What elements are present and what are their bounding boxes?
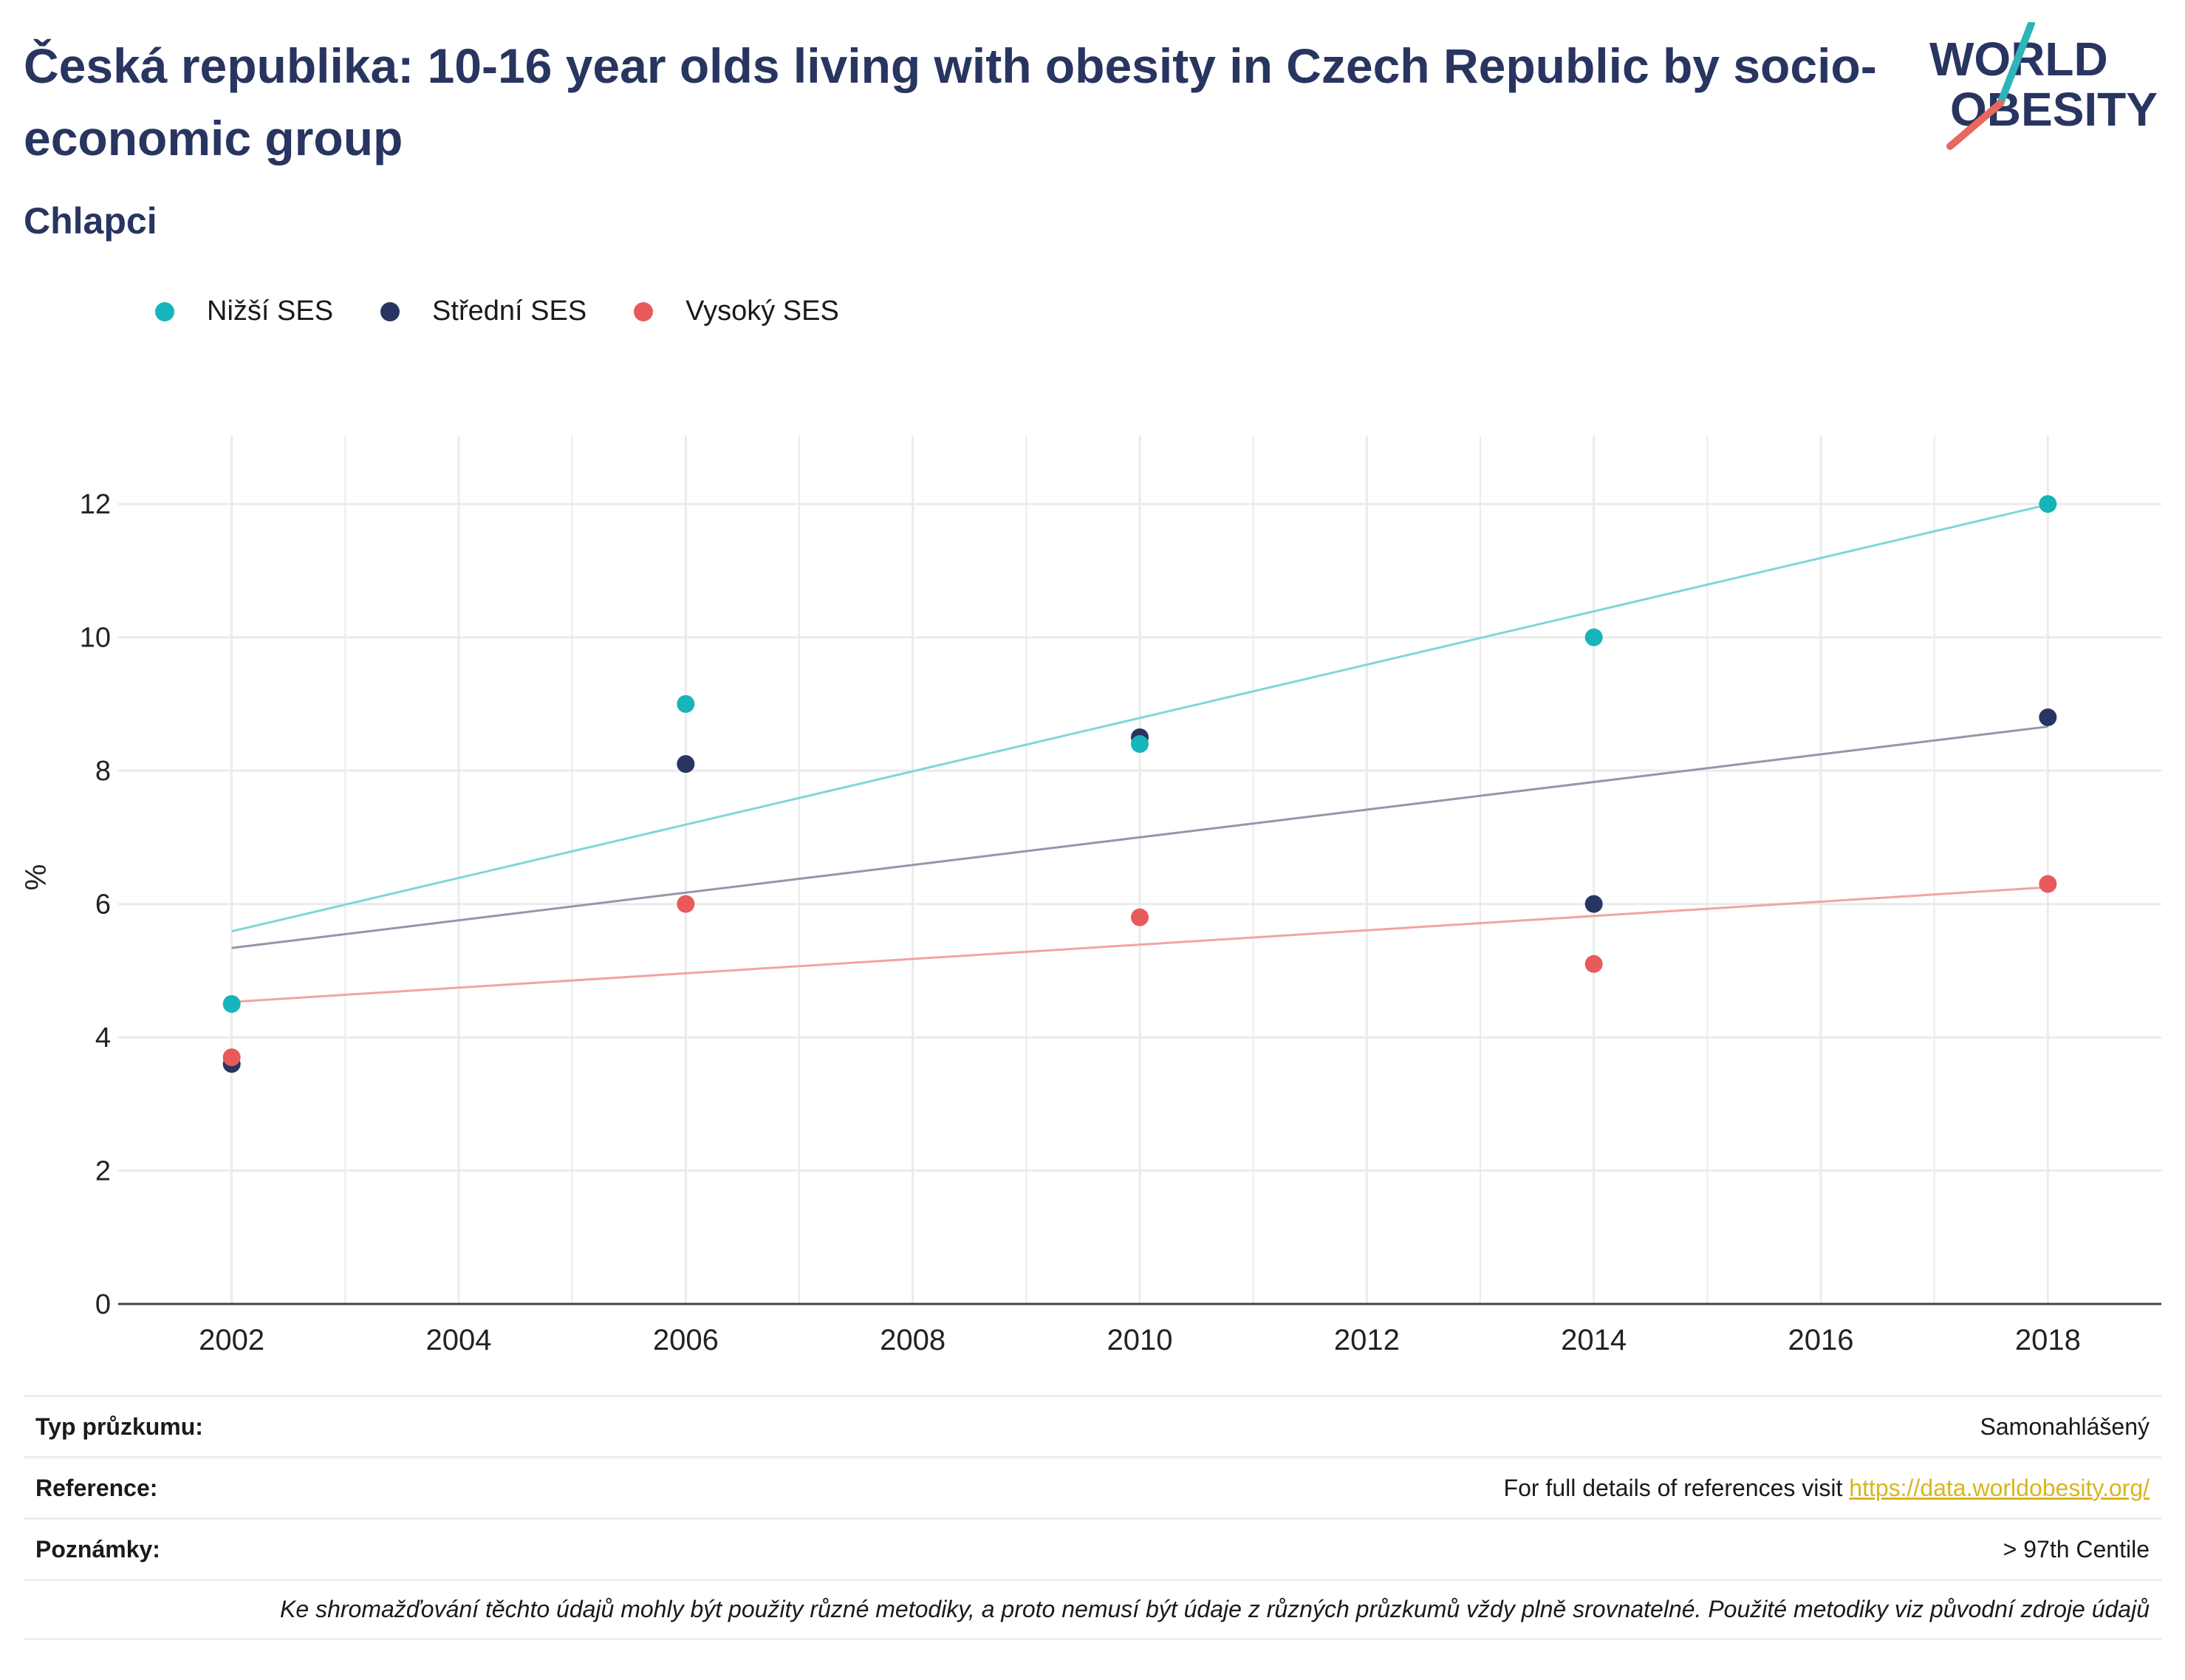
data-point-series-2-2010	[1131, 908, 1149, 926]
data-point-series-2-2002	[222, 1048, 241, 1067]
survey-type-row: Typ průzkumu: Samonahlášený	[24, 1395, 2161, 1456]
scatter-chart: 0 2 4 6 8 10 12 2002 2004 2006 2008 2010 2012 2014 201…	[20, 436, 2161, 1356]
logo-slash-bottom	[1946, 100, 2004, 150]
notes-value: > 97th Centile	[2003, 1535, 2150, 1563]
legend-item-mid-ses[interactable]: Střední SES	[380, 296, 587, 327]
data-point-series-2-2018	[2039, 875, 2057, 893]
info-table: Typ průzkumu: Samonahlášený Reference: F…	[24, 1395, 2161, 1640]
y-tick-label-8: 8	[95, 756, 111, 787]
reference-link[interactable]: https://data.worldobesity.org/	[1849, 1474, 2150, 1501]
data-point-series-2-2014	[1584, 955, 1603, 973]
y-tick-label-6: 6	[95, 889, 111, 921]
data-point-series-1-2018	[2039, 708, 2057, 726]
y-axis-title: %	[20, 864, 52, 891]
y-tick-label-0: 0	[95, 1289, 111, 1320]
notes-row: Poznámky: > 97th Centile	[24, 1517, 2161, 1579]
y-tick-label-12: 12	[80, 489, 111, 520]
data-point-series-0-2014	[1584, 628, 1603, 646]
chart-title: Česká republika: 10-16 year olds living …	[24, 38, 1877, 165]
legend-label-low-ses: Nižší SES	[207, 296, 334, 327]
y-tick-label-4: 4	[95, 1022, 111, 1054]
survey-type-label: Typ průzkumu:	[35, 1413, 203, 1440]
reference-row: Reference: For full details of reference…	[24, 1456, 2161, 1517]
chart-legend: Nižší SES Střední SES Vysoký SES	[155, 296, 886, 327]
legend-marker-mid-ses	[380, 301, 400, 321]
data-point-series-0-2018	[2039, 495, 2057, 513]
reference-label: Reference:	[35, 1474, 158, 1501]
legend-marker-low-ses	[155, 301, 174, 321]
trend-line-series-2	[231, 886, 2048, 1003]
legend-item-low-ses[interactable]: Nižší SES	[155, 296, 333, 327]
legend-item-high-ses[interactable]: Vysoký SES	[634, 296, 839, 327]
x-tick-label-2006: 2006	[653, 1324, 719, 1356]
x-tick-label-2014: 2014	[1561, 1324, 1627, 1356]
world-obesity-logo: WORLD OBESITY	[1929, 22, 2158, 150]
trend-line-series-0	[231, 503, 2048, 933]
data-point-series-2-2006	[677, 895, 695, 913]
logo-word-obesity: OBESITY	[1950, 83, 2158, 136]
x-tick-label-2012: 2012	[1334, 1324, 1400, 1356]
data-point-series-0-2006	[677, 694, 695, 713]
legend-label-mid-ses: Střední SES	[432, 296, 587, 327]
x-tick-label-2008: 2008	[880, 1324, 946, 1356]
reference-text: For full details of references visit	[1503, 1474, 1850, 1501]
data-point-series-0-2002	[222, 994, 241, 1013]
x-tick-label-2002: 2002	[199, 1324, 264, 1356]
logo-slash-top	[1997, 22, 2035, 107]
data-point-series-1-2006	[677, 755, 695, 774]
legend-label-high-ses: Vysoký SES	[685, 296, 839, 327]
x-tick-label-2018: 2018	[2015, 1324, 2081, 1356]
chart-subtitle: Chlapci	[24, 200, 157, 242]
survey-type-value: Samonahlášený	[1980, 1413, 2150, 1440]
trend-line-series-1	[231, 725, 2048, 949]
x-tick-label-2016: 2016	[1788, 1324, 1854, 1356]
reference-value: For full details of references visit htt…	[1504, 1475, 2150, 1502]
y-tick-label-2: 2	[95, 1156, 111, 1187]
x-tick-label-2004: 2004	[426, 1324, 492, 1356]
notes-label: Poznámky:	[35, 1535, 160, 1563]
x-tick-label-2010: 2010	[1107, 1324, 1173, 1356]
data-point-series-1-2014	[1584, 895, 1603, 913]
disclaimer-text: Ke shromažďování těchto údajů mohly být …	[280, 1596, 2150, 1622]
legend-marker-high-ses	[634, 301, 654, 321]
data-point-series-0-2010	[1131, 735, 1149, 754]
y-tick-label-10: 10	[80, 623, 111, 654]
disclaimer-row: Ke shromažďování těchto údajů mohly být …	[24, 1579, 2161, 1640]
